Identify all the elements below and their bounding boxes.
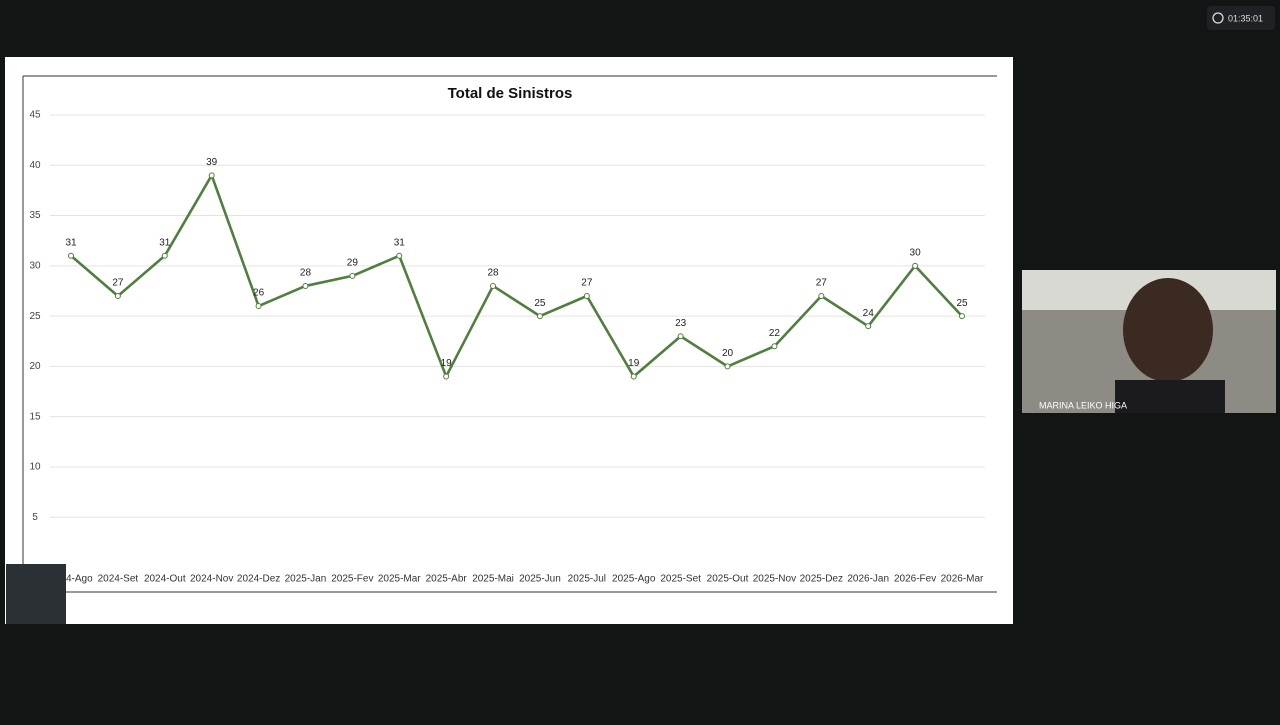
point [349, 272, 356, 279]
data-label: 25 [534, 298, 546, 309]
y-tick-label: 15 [29, 411, 41, 422]
x-tick-label: 2025-Jan [285, 574, 327, 585]
point [959, 313, 965, 320]
x-tick-label: 2025-Jun [519, 574, 561, 585]
chart-title: Total de Sinistros [448, 85, 573, 102]
participant-body [1115, 380, 1225, 413]
point [677, 333, 684, 340]
x-tick-label: 2025-Ago [612, 574, 656, 585]
x-tick-label: 2025-Jul [568, 574, 606, 585]
x-tick-label: 2024-Dez [237, 574, 280, 585]
x-tick-label: 2026-Jan [847, 574, 889, 585]
data-label: 19 [441, 358, 453, 369]
self-view-thumbnail [6, 564, 66, 624]
line [70, 174, 963, 378]
x-tick-label: 2025-Mar [378, 574, 421, 585]
x-tick-label: 2025-Set [660, 574, 701, 585]
timer: 01:35:01 [1228, 13, 1263, 23]
point [490, 282, 497, 289]
data-label: 29 [347, 258, 359, 269]
shared-screen [5, 57, 1013, 624]
data-label: 24 [863, 308, 875, 319]
data-label: 23 [675, 318, 687, 329]
x-tick-label: 2024-Nov [190, 574, 233, 585]
point [771, 343, 778, 350]
x-tick-label: 2026-Mar [941, 574, 984, 585]
x-tick-label: 2025-Abr [426, 574, 468, 585]
point [161, 252, 168, 259]
x-tick-label: 2026-Fev [894, 574, 936, 585]
x-tick-label: 2025-Nov [753, 574, 796, 585]
x-tick-label: 2024-Set [98, 574, 139, 585]
x-tick-label: 2025-Out [707, 574, 749, 585]
data-label: 25 [956, 298, 968, 309]
data-label: 30 [910, 247, 922, 258]
x-tick-label: 2025-Dez [800, 574, 843, 585]
y-tick-label: 45 [29, 110, 41, 121]
data-label: 28 [487, 268, 499, 279]
y-tick-label: 30 [29, 260, 41, 271]
participant-name: MARINA LEIKO HIGA [1039, 400, 1127, 410]
point [865, 323, 872, 330]
data-label: 31 [394, 237, 406, 248]
point [396, 252, 403, 259]
y-tick-label: 35 [29, 210, 41, 221]
data-label: 28 [300, 268, 312, 279]
data-label: 31 [159, 237, 171, 248]
point [583, 293, 590, 299]
plot: 5 10 15 20 25 30 35 40 45 2024-Ago 2024-Set 2024-Ou… [29, 110, 985, 585]
point [912, 262, 919, 269]
data-label: 27 [581, 278, 593, 289]
point [630, 373, 637, 380]
point [208, 172, 215, 179]
x-tick-label: 2025-Mai [472, 574, 514, 585]
point [255, 303, 262, 310]
data-label: 27 [112, 278, 124, 289]
data-label: 26 [253, 288, 265, 299]
x-tick-label: 2025-Fev [331, 574, 373, 585]
y-tick-label: 5 [32, 512, 38, 523]
clock-icon [1212, 12, 1224, 24]
point [68, 252, 74, 259]
x-tick-label: 2024-Out [144, 574, 186, 585]
data-label: 22 [769, 328, 781, 339]
data-label: 31 [65, 237, 77, 248]
data-label: 19 [628, 358, 640, 369]
data-label: 27 [816, 278, 828, 289]
point [818, 293, 825, 299]
y-tick-label: 25 [29, 311, 41, 322]
y-tick-label: 40 [29, 160, 41, 171]
x-tick-label: 2024-Ago [49, 574, 93, 585]
participant-head [1123, 278, 1213, 382]
point [443, 373, 450, 380]
y-tick-label: 20 [29, 361, 41, 372]
point [302, 282, 309, 289]
y-tick-label: 10 [29, 462, 41, 473]
timer-box[interactable] [1207, 6, 1275, 30]
data-label: 39 [206, 157, 218, 168]
point [114, 293, 121, 299]
data-label: 20 [722, 348, 734, 359]
point [536, 313, 543, 320]
point [724, 363, 731, 370]
